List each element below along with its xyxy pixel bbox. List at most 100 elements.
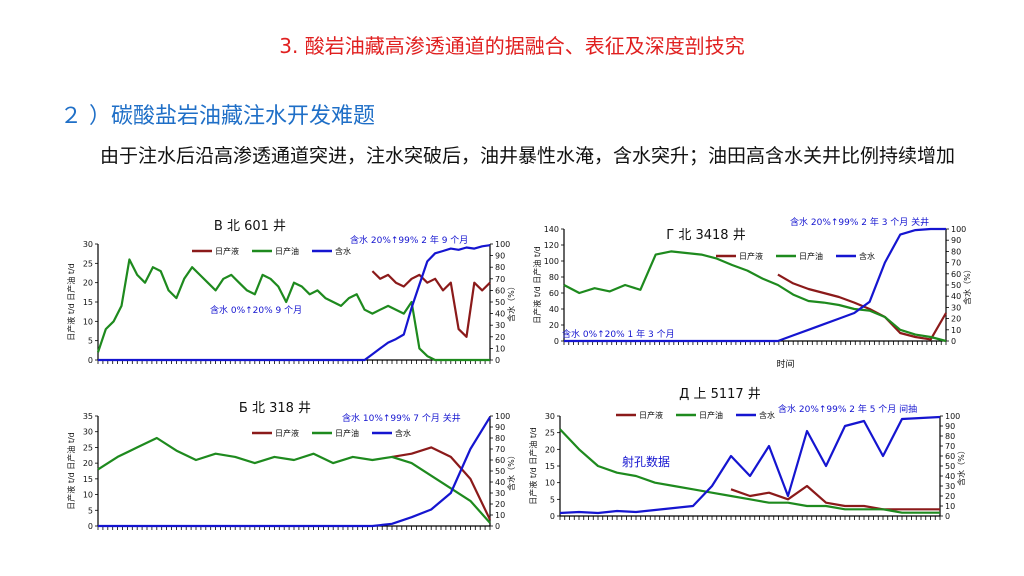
- y2-tick-label: 40: [951, 292, 961, 301]
- y-tick-label: 35: [83, 412, 93, 421]
- y2-tick-label: 10: [951, 326, 961, 335]
- y-tick-label: 10: [83, 491, 93, 500]
- series-line-oil: [97, 436, 491, 524]
- chart-annotation: 含水 0%↑20% 1 年 3 个月: [562, 328, 675, 340]
- legend-label-water: 含水: [395, 428, 411, 438]
- legend-label-oil: 日产油: [799, 251, 823, 261]
- legend-label-water: 含水: [759, 410, 775, 420]
- y-tick-label: 5: [550, 495, 555, 504]
- y2-tick-label: 70: [951, 259, 961, 268]
- y2-tick-label: 50: [945, 462, 955, 471]
- description-text: 由于注水后沿高渗透通道突进，注水突破后，油井暴性水淹，含水突升；油田高含水关井比…: [100, 145, 956, 167]
- legend-label-oil: 日产油: [699, 410, 723, 420]
- y-tick-label: 25: [83, 443, 93, 452]
- y-axis-label: 日产液 t/d 日产油 t/d: [66, 432, 76, 509]
- y2-tick-label: 10: [495, 344, 505, 353]
- series-line-liquid: [391, 446, 491, 521]
- y-tick-label: 20: [549, 321, 559, 330]
- chart-title: Д 上 5117 井: [679, 387, 761, 402]
- chart-annotation: 含水 10%↑99% 7 个月 关井: [342, 412, 461, 424]
- legend-label-liquid: 日产液: [739, 251, 763, 261]
- legend-label-water: 含水: [859, 251, 875, 261]
- y2-tick-label: 30: [951, 303, 961, 312]
- series-line-oil: [563, 250, 947, 343]
- y2-tick-label: 20: [945, 492, 955, 501]
- y2-tick-label: 100: [495, 412, 510, 421]
- series-line-liquid: [371, 270, 491, 338]
- y2-tick-label: 60: [951, 270, 961, 279]
- y2-tick-label: 70: [945, 442, 955, 451]
- y2-tick-label: 0: [495, 522, 500, 531]
- y2-tick-label: 40: [495, 310, 505, 319]
- y2-tick-label: 20: [495, 500, 505, 509]
- y2-tick-label: 70: [495, 275, 505, 284]
- legend-label-oil: 日产油: [335, 428, 359, 438]
- y2-tick-label: 50: [495, 298, 505, 307]
- y2-tick-label: 0: [495, 356, 500, 365]
- series-line-oil: [559, 428, 940, 514]
- y-tick-label: 10: [545, 479, 555, 488]
- y2-tick-label: 60: [945, 452, 955, 461]
- y2-tick-label: 100: [951, 225, 966, 234]
- series-line-water: [559, 415, 941, 515]
- y2-tick-label: 30: [495, 489, 505, 498]
- y2-tick-label: 30: [945, 482, 955, 491]
- y-tick-label: 10: [83, 317, 93, 326]
- y2-tick-label: 50: [495, 467, 505, 476]
- series-line-water: [98, 416, 491, 528]
- y-tick-label: 30: [83, 240, 93, 249]
- y2-tick-label: 60: [495, 456, 505, 465]
- y-tick-label: 80: [549, 273, 559, 282]
- y2-tick-label: 90: [951, 236, 961, 245]
- y-tick-label: 120: [544, 241, 559, 250]
- legend-label-oil: 日产油: [275, 246, 299, 256]
- chart-b-north-318: Б 北 318 井 0 5 10 15 20 25 30 35 0 10 20 30 40 50 60 70 80…: [66, 401, 516, 531]
- y-tick-label: 30: [83, 428, 93, 437]
- y-tick-label: 5: [88, 506, 93, 515]
- y-axis-label: 日产液 t/d 日产油 t/d: [528, 427, 538, 504]
- chart-g-north-3418: Г 北 3418 井 0 20 40 60 80 100 120 140 0 10 20 30 40 50 6…: [532, 216, 972, 370]
- y2-axis-label: 含水（%）: [506, 451, 516, 491]
- legend-label-liquid: 日产液: [215, 246, 239, 256]
- y2-tick-label: 80: [495, 263, 505, 272]
- y-tick-label: 140: [544, 225, 559, 234]
- legend-label-liquid: 日产液: [275, 428, 299, 438]
- legend-label-liquid: 日产液: [639, 410, 663, 420]
- y2-tick-label: 90: [495, 423, 505, 432]
- series-line-water: [98, 244, 491, 362]
- x-axis-label: 时间: [777, 358, 795, 370]
- description-paragraph: 由于注水后沿高渗透通道突进，注水突破后，油井暴性水淹，含水突升；油田高含水关井比…: [60, 138, 960, 175]
- chart-annotation: 含水 20%↑99% 2 年 3 个月 关井: [790, 216, 929, 228]
- y2-tick-label: 0: [945, 512, 950, 521]
- y2-tick-label: 20: [495, 333, 505, 342]
- y-tick-label: 15: [83, 475, 93, 484]
- y-tick-label: 20: [83, 459, 93, 468]
- chart-title: Г 北 3418 井: [666, 228, 745, 243]
- series-line-liquid: [730, 484, 940, 511]
- y-tick-label: 0: [550, 512, 555, 521]
- y2-tick-label: 0: [951, 337, 956, 346]
- chart-annotation: 射孔数据: [622, 454, 670, 469]
- y-tick-label: 5: [88, 337, 93, 346]
- y2-tick-label: 40: [495, 478, 505, 487]
- y-axis-label: 日产液 t/d 日产油 t/d: [66, 263, 76, 340]
- y2-tick-label: 10: [945, 502, 955, 511]
- y2-tick-label: 100: [495, 240, 510, 249]
- y2-tick-label: 80: [495, 434, 505, 443]
- series-line-water: [564, 227, 946, 343]
- y2-axis-label: 含水（%）: [962, 265, 972, 305]
- y2-tick-label: 80: [951, 247, 961, 256]
- chart-title: Б 北 318 井: [239, 401, 311, 416]
- y-tick-label: 20: [83, 279, 93, 288]
- y2-tick-label: 10: [495, 511, 505, 520]
- y-tick-label: 25: [83, 259, 93, 268]
- y-tick-label: 60: [549, 289, 559, 298]
- chart-annotation: 含水 20%↑99% 2 年 5 个月 间抽: [778, 403, 917, 415]
- y2-tick-label: 100: [945, 412, 960, 421]
- chart-title: B 北 601 井: [214, 219, 286, 234]
- y-tick-label: 0: [88, 356, 93, 365]
- y2-tick-label: 80: [945, 432, 955, 441]
- chart-annotation: 含水 0%↑20% 9 个月: [210, 304, 302, 316]
- y-tick-label: 0: [88, 522, 93, 531]
- y2-tick-label: 30: [495, 321, 505, 330]
